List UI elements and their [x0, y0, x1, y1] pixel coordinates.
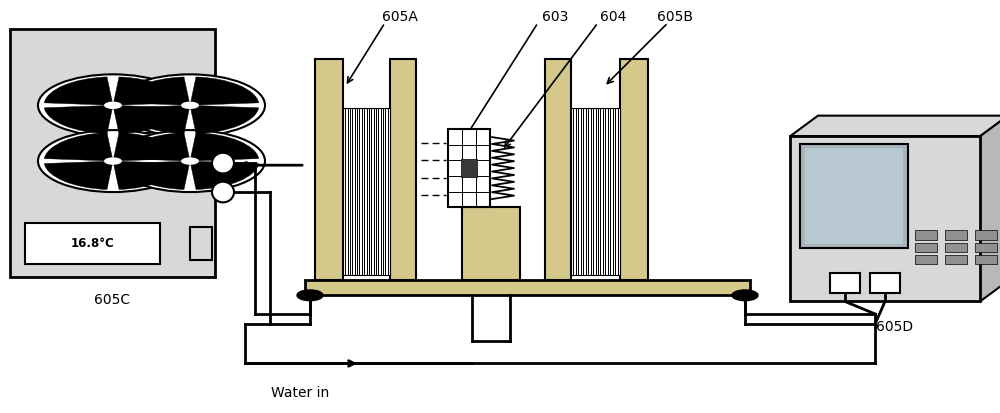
- Circle shape: [181, 102, 199, 109]
- Bar: [571, 108, 620, 275]
- Text: 605D: 605D: [876, 320, 914, 334]
- Bar: [915, 255, 937, 264]
- Circle shape: [297, 290, 323, 301]
- Polygon shape: [790, 116, 1000, 136]
- Ellipse shape: [212, 153, 234, 173]
- Wedge shape: [190, 77, 259, 105]
- Text: 605C: 605C: [94, 293, 131, 307]
- Bar: [343, 108, 390, 275]
- Ellipse shape: [212, 182, 234, 202]
- Text: Water in: Water in: [271, 386, 329, 400]
- Bar: [390, 59, 416, 280]
- Bar: [10, 29, 215, 277]
- Wedge shape: [113, 161, 182, 190]
- Wedge shape: [44, 133, 113, 161]
- Circle shape: [38, 74, 188, 136]
- Bar: [945, 255, 967, 264]
- Wedge shape: [190, 105, 259, 134]
- Bar: [620, 59, 648, 280]
- Bar: [790, 136, 980, 301]
- Circle shape: [115, 130, 265, 192]
- Bar: [800, 144, 908, 248]
- Wedge shape: [113, 133, 182, 161]
- Wedge shape: [121, 161, 190, 190]
- Bar: [461, 159, 477, 177]
- Bar: [830, 273, 860, 293]
- Text: 603: 603: [542, 10, 568, 24]
- Bar: [870, 273, 900, 293]
- Bar: [805, 148, 903, 244]
- Wedge shape: [113, 105, 182, 134]
- Bar: [315, 59, 343, 280]
- Bar: [945, 230, 967, 240]
- Circle shape: [104, 102, 122, 109]
- Wedge shape: [121, 77, 190, 105]
- Bar: [462, 207, 520, 280]
- Wedge shape: [121, 105, 190, 134]
- Text: 605A: 605A: [382, 10, 418, 24]
- Polygon shape: [980, 116, 1000, 301]
- Wedge shape: [113, 77, 182, 105]
- Bar: [545, 59, 571, 280]
- Wedge shape: [121, 133, 190, 161]
- Bar: [25, 223, 160, 264]
- Bar: [975, 230, 997, 240]
- Wedge shape: [190, 161, 259, 190]
- Circle shape: [104, 157, 122, 165]
- Bar: [305, 280, 750, 295]
- Wedge shape: [44, 105, 113, 134]
- Circle shape: [115, 74, 265, 136]
- Wedge shape: [44, 77, 113, 105]
- Circle shape: [732, 290, 758, 301]
- Bar: [448, 129, 490, 207]
- Text: 16.8°C: 16.8°C: [71, 237, 114, 250]
- Bar: [975, 255, 997, 264]
- Bar: [975, 243, 997, 252]
- Bar: [190, 227, 212, 260]
- Bar: [945, 243, 967, 252]
- Bar: [915, 230, 937, 240]
- Wedge shape: [44, 161, 113, 190]
- Text: 604: 604: [600, 10, 626, 24]
- Circle shape: [38, 130, 188, 192]
- Text: 605B: 605B: [657, 10, 693, 24]
- Wedge shape: [190, 133, 259, 161]
- Bar: [915, 243, 937, 252]
- Circle shape: [181, 157, 199, 165]
